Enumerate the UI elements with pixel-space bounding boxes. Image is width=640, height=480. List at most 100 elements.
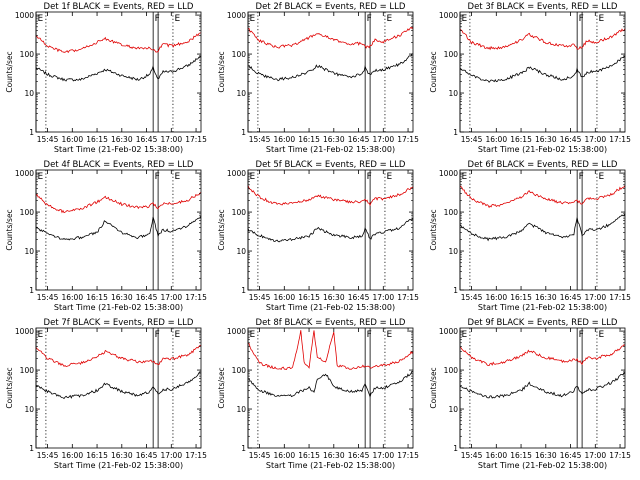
time-marker-label: E <box>174 172 180 182</box>
x-tick-label: 17:15 <box>397 135 419 144</box>
x-tick-label: 15:45 <box>461 135 483 144</box>
x-tick-label: 15:45 <box>249 135 271 144</box>
lld-series-line <box>459 344 626 366</box>
time-marker-label: E <box>462 330 468 340</box>
x-tick-label: 16:00 <box>273 451 295 460</box>
x-tick-label: 16:15 <box>298 293 320 302</box>
y-tick-label: 1000 <box>439 327 458 336</box>
y-tick-label: 1000 <box>439 169 458 178</box>
events-series-line <box>247 371 414 399</box>
time-marker-label: F <box>579 330 584 340</box>
x-tick-label: 16:15 <box>298 135 320 144</box>
x-tick-label: 17:15 <box>609 451 631 460</box>
x-tick-label: 17:00 <box>160 135 182 144</box>
x-tick-label: 17:15 <box>185 451 207 460</box>
x-tick-label: 15:45 <box>37 293 59 302</box>
x-tick-label: 17:00 <box>372 293 394 302</box>
x-tick-label: 17:15 <box>397 293 419 302</box>
time-marker-label: F <box>579 14 584 24</box>
plot-frame <box>459 327 626 449</box>
y-tick-label: 1 <box>29 444 34 453</box>
y-tick-label: 100 <box>20 50 35 59</box>
x-tick-label: 15:45 <box>249 451 271 460</box>
y-tick-label: 100 <box>20 208 35 217</box>
events-series-line <box>459 213 626 242</box>
y-tick-label: 1 <box>453 128 458 137</box>
x-tick-label: 16:00 <box>61 293 83 302</box>
x-tick-label: 17:15 <box>397 451 419 460</box>
x-tick-label: 16:00 <box>485 451 507 460</box>
panel-title: Det 4f BLACK = Events, RED = LLD <box>44 160 194 170</box>
lld-series-line <box>35 32 202 54</box>
x-axis-label: Start Time (21-Feb-02 15:38:00) <box>54 145 183 154</box>
x-tick-label: 16:30 <box>323 135 345 144</box>
y-tick-label: 1 <box>241 286 246 295</box>
plot-frame <box>247 169 414 291</box>
plot-frame <box>247 327 414 449</box>
x-tick-label: 17:00 <box>372 451 394 460</box>
y-axis-label: Counts/sec <box>217 209 226 250</box>
x-tick-label: 17:15 <box>609 293 631 302</box>
panel-title: Det 8f BLACK = Events, RED = LLD <box>256 318 406 328</box>
plot-frame <box>459 11 626 133</box>
plot-frame <box>247 11 414 133</box>
y-tick-label: 100 <box>20 366 35 375</box>
y-tick-label: 1000 <box>15 11 34 20</box>
time-marker-label: F <box>367 14 372 24</box>
x-tick-label: 16:30 <box>323 451 345 460</box>
y-tick-label: 100 <box>444 366 459 375</box>
x-tick-label: 16:45 <box>136 135 158 144</box>
y-tick-label: 10 <box>24 247 34 256</box>
panel-title: Det 5f BLACK = Events, RED = LLD <box>256 160 406 170</box>
time-marker-label: F <box>155 330 160 340</box>
x-tick-label: 17:00 <box>584 451 606 460</box>
lld-series-line <box>247 185 414 207</box>
x-tick-label: 16:30 <box>111 451 133 460</box>
time-marker-label: E <box>598 14 604 24</box>
time-marker-label: E <box>38 172 44 182</box>
x-tick-label: 16:30 <box>535 293 557 302</box>
x-axis-label: Start Time (21-Feb-02 15:38:00) <box>478 145 607 154</box>
time-marker-label: E <box>386 14 392 24</box>
x-tick-label: 16:15 <box>510 293 532 302</box>
time-marker-label: F <box>155 172 160 182</box>
plot-frame <box>35 11 202 133</box>
panel-title: Det 9f BLACK = Events, RED = LLD <box>468 318 618 328</box>
x-axis-label: Start Time (21-Feb-02 15:38:00) <box>478 461 607 470</box>
y-axis-label: Counts/sec <box>429 51 438 92</box>
y-axis-label: Counts/sec <box>429 209 438 250</box>
panel-title: Det 3f BLACK = Events, RED = LLD <box>468 2 618 12</box>
x-tick-label: 16:30 <box>535 135 557 144</box>
events-series-line <box>459 55 626 83</box>
x-tick-label: 16:30 <box>111 293 133 302</box>
time-marker-label: E <box>386 172 392 182</box>
x-tick-label: 16:15 <box>510 451 532 460</box>
lld-series-line <box>35 192 202 214</box>
y-tick-label: 10 <box>24 89 34 98</box>
time-marker-label: F <box>579 172 584 182</box>
panel-title: Det 6f BLACK = Events, RED = LLD <box>468 160 618 170</box>
y-tick-label: 1000 <box>15 327 34 336</box>
x-tick-label: 17:00 <box>584 293 606 302</box>
time-marker-label: E <box>38 14 44 24</box>
x-tick-label: 16:45 <box>560 135 582 144</box>
x-axis-label: Start Time (21-Feb-02 15:38:00) <box>266 145 395 154</box>
time-marker-label: E <box>462 172 468 182</box>
x-tick-label: 16:45 <box>348 451 370 460</box>
time-marker-label: E <box>250 172 256 182</box>
x-axis-label: Start Time (21-Feb-02 15:38:00) <box>478 303 607 312</box>
x-tick-label: 16:45 <box>348 135 370 144</box>
panel-title: Det 7f BLACK = Events, RED = LLD <box>44 318 194 328</box>
y-axis-label: Counts/sec <box>429 367 438 408</box>
x-tick-label: 16:00 <box>61 451 83 460</box>
x-tick-label: 15:45 <box>37 135 59 144</box>
x-tick-label: 16:15 <box>86 293 108 302</box>
x-tick-label: 17:15 <box>609 135 631 144</box>
x-tick-label: 17:00 <box>584 135 606 144</box>
events-series-line <box>247 53 414 82</box>
